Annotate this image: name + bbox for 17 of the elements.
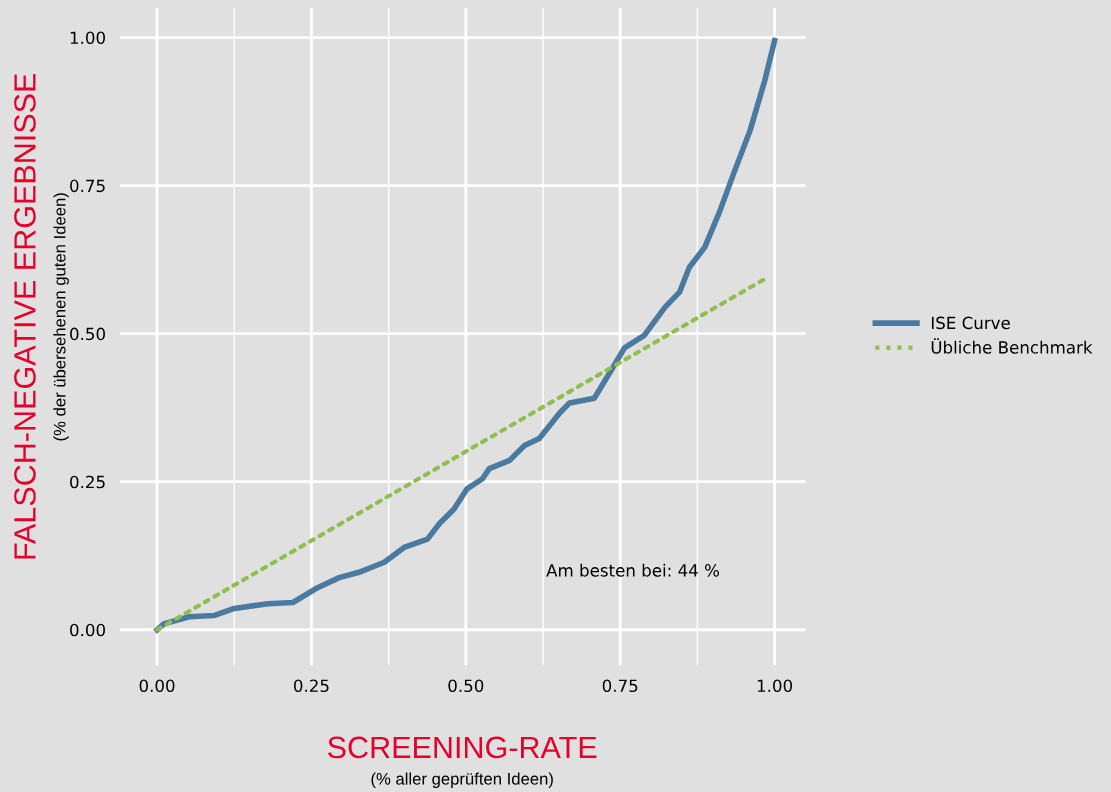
x-tick-label: 0.75 xyxy=(602,679,638,693)
text: (% aller geprüften Ideen) xyxy=(371,772,553,789)
y-axis-title: FALSCH-NEGATIVE ERGEBNISSE xyxy=(14,73,36,559)
text: (% der übersehenen guten Ideen) xyxy=(53,193,69,441)
y-tick-label: 0.75 xyxy=(70,179,105,193)
annotation: Am besten bei: 44 % xyxy=(546,563,719,577)
x-tick-label: 1.00 xyxy=(757,679,793,693)
x-tick-label: 0.25 xyxy=(293,679,329,693)
x-tick-label: 0.50 xyxy=(448,679,484,693)
y-tick-label: 1.00 xyxy=(70,31,105,45)
x-axis-title: SCREENING-RATE xyxy=(328,736,597,759)
legend-label: ISE Curve xyxy=(931,316,1010,330)
legend-label: Übliche Benchmark xyxy=(931,338,1093,354)
y-tick-label: 0.25 xyxy=(70,475,105,489)
y-tick-label: 0.50 xyxy=(70,327,105,341)
x-tick-label: 0.00 xyxy=(139,679,175,693)
y-tick-label: 0.00 xyxy=(70,623,105,637)
